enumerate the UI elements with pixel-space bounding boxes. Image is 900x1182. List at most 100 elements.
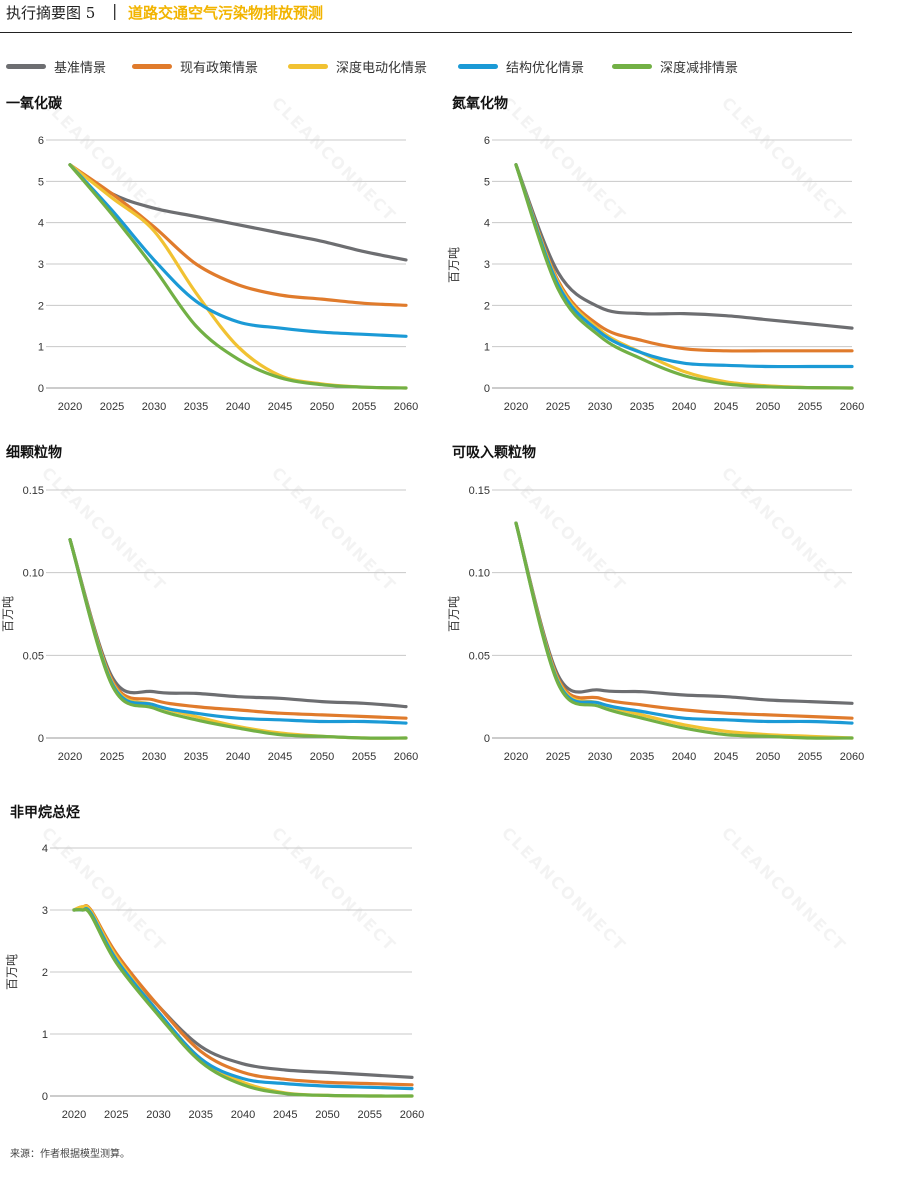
series-line <box>68 538 408 740</box>
figure-header: 执行摘要图 5 | 道路交通空气污染物排放预测 <box>0 0 900 34</box>
x-tick-label: 2040 <box>226 401 250 413</box>
y-tick-label: 0 <box>42 1091 48 1103</box>
x-tick-label: 2060 <box>840 401 864 413</box>
x-tick-label: 2035 <box>189 1109 213 1121</box>
x-tick-label: 2045 <box>714 401 738 413</box>
series-line <box>72 903 414 1087</box>
legend-swatch <box>458 64 498 69</box>
x-tick-label: 2045 <box>714 751 738 763</box>
header-rule <box>0 32 852 33</box>
legend-swatch <box>132 64 172 69</box>
legend-label: 深度电动化情景 <box>336 61 428 76</box>
x-tick-label: 2025 <box>100 751 124 763</box>
chart-title: 细颗粒物 <box>6 444 62 461</box>
x-tick-label: 2055 <box>352 401 376 413</box>
series-line <box>72 907 414 1098</box>
x-tick-label: 2020 <box>58 401 82 413</box>
x-tick-label: 2020 <box>62 1109 86 1121</box>
y-tick-label: 1 <box>484 342 490 354</box>
y-tick-label: 1 <box>38 342 44 354</box>
series-line <box>514 163 854 390</box>
y-tick-label: 0.10 <box>23 568 44 580</box>
x-tick-label: 2060 <box>394 401 418 413</box>
legend-label: 深度减排情景 <box>660 61 739 76</box>
y-tick-label: 2 <box>484 300 490 312</box>
x-tick-label: 2050 <box>756 751 780 763</box>
x-tick-label: 2035 <box>184 401 208 413</box>
x-tick-label: 2050 <box>310 401 334 413</box>
chart-title: 非甲烷总烃 <box>10 804 80 821</box>
x-tick-label: 2025 <box>546 751 570 763</box>
y-axis-label: 百万吨 <box>447 596 461 632</box>
y-tick-label: 2 <box>42 967 48 979</box>
x-tick-label: 2060 <box>840 751 864 763</box>
figure-title: 道路交通空气污染物排放预测 <box>128 4 324 22</box>
series-line <box>68 163 408 262</box>
x-tick-label: 2040 <box>231 1109 255 1121</box>
series-line <box>68 538 408 720</box>
y-axis-label: 百万吨 <box>447 247 461 283</box>
x-tick-label: 2055 <box>798 751 822 763</box>
x-tick-label: 2055 <box>358 1109 382 1121</box>
x-tick-label: 2050 <box>756 401 780 413</box>
y-tick-label: 6 <box>38 135 44 147</box>
y-tick-label: 0 <box>38 383 44 395</box>
y-tick-label: 3 <box>42 905 48 917</box>
source-note: 来源：作者根据模型测算。 <box>10 1149 130 1160</box>
figure-number: 执行摘要图 5 <box>6 4 96 22</box>
x-tick-label: 2035 <box>630 751 654 763</box>
x-tick-label: 2060 <box>394 751 418 763</box>
y-tick-label: 4 <box>42 843 48 855</box>
chart-title: 氮氧化物 <box>451 95 508 112</box>
x-tick-label: 2050 <box>315 1109 339 1121</box>
y-axis-label: 百万吨 <box>1 596 15 632</box>
y-tick-label: 4 <box>38 218 44 230</box>
y-tick-label: 6 <box>484 135 490 147</box>
y-tick-label: 0.10 <box>469 568 490 580</box>
series-line <box>514 521 854 740</box>
x-tick-label: 2035 <box>184 751 208 763</box>
x-tick-label: 2055 <box>352 751 376 763</box>
series-line <box>514 521 854 705</box>
series-line <box>72 904 414 1098</box>
y-tick-label: 0.05 <box>23 650 44 662</box>
chart-title: 一氧化碳 <box>6 95 63 112</box>
series-line <box>72 907 414 1091</box>
x-tick-label: 2030 <box>146 1109 170 1121</box>
x-tick-label: 2040 <box>672 401 696 413</box>
legend-label: 现有政策情景 <box>180 61 259 76</box>
x-tick-label: 2040 <box>672 751 696 763</box>
y-tick-label: 5 <box>38 176 44 188</box>
x-tick-label: 2025 <box>104 1109 128 1121</box>
x-tick-label: 2045 <box>268 401 292 413</box>
legend-swatch <box>612 64 652 69</box>
y-tick-label: 3 <box>484 259 490 271</box>
y-tick-label: 0.05 <box>469 650 490 662</box>
x-tick-label: 2035 <box>630 401 654 413</box>
legend-label: 基准情景 <box>54 61 107 76</box>
y-tick-label: 2 <box>38 300 44 312</box>
y-tick-label: 1 <box>42 1029 48 1041</box>
legend-swatch <box>288 64 328 69</box>
x-tick-label: 2045 <box>273 1109 297 1121</box>
y-tick-label: 0 <box>38 733 44 745</box>
x-tick-label: 2060 <box>400 1109 424 1121</box>
x-tick-label: 2020 <box>504 751 528 763</box>
series-line <box>68 163 408 338</box>
x-tick-label: 2020 <box>504 401 528 413</box>
chart-legend: 基准情景 现有政策情景 深度电动化情景 结构优化情景 深度减排情景 <box>0 56 900 76</box>
x-tick-label: 2030 <box>142 751 166 763</box>
x-tick-label: 2025 <box>546 401 570 413</box>
series-line <box>72 906 414 1079</box>
series-line <box>514 521 854 725</box>
x-tick-label: 2050 <box>310 751 334 763</box>
series-line <box>514 163 854 390</box>
legend-swatch <box>6 64 46 69</box>
y-tick-label: 3 <box>38 259 44 271</box>
series-line <box>514 163 854 369</box>
y-tick-label: 4 <box>484 218 490 230</box>
x-tick-label: 2020 <box>58 751 82 763</box>
legend-label: 结构优化情景 <box>506 61 585 76</box>
series-line <box>514 521 854 740</box>
